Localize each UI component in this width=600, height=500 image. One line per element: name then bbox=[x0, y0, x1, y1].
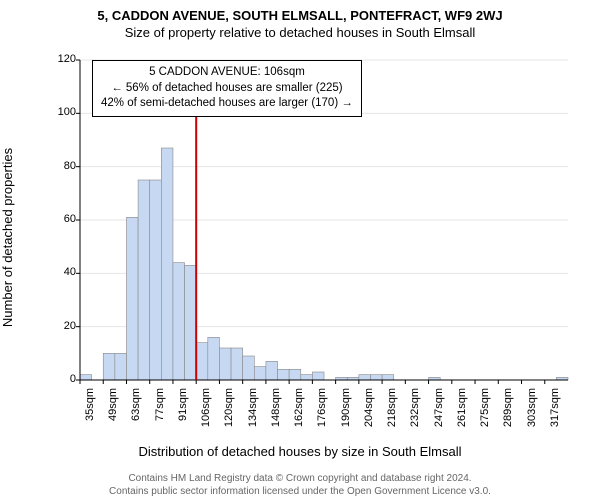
x-tick-label: 63sqm bbox=[130, 388, 142, 438]
x-tick-label: 106sqm bbox=[200, 388, 212, 438]
x-tick-label: 35sqm bbox=[84, 388, 96, 438]
info-box: 5 CADDON AVENUE: 106sqm ← 56% of detache… bbox=[92, 60, 362, 117]
info-line-2: ← 56% of detached houses are smaller (22… bbox=[101, 81, 353, 97]
x-tick-label: 218sqm bbox=[386, 388, 398, 438]
y-axis-label-wrap: Number of detached properties bbox=[0, 0, 20, 500]
chart-title: 5, CADDON AVENUE, SOUTH ELMSALL, PONTEFR… bbox=[0, 0, 600, 23]
chart-container: 5, CADDON AVENUE, SOUTH ELMSALL, PONTEFR… bbox=[0, 0, 600, 500]
x-tick-label: 176sqm bbox=[316, 388, 328, 438]
footer-line-2: Contains public sector information licen… bbox=[0, 486, 600, 499]
info-line-1: 5 CADDON AVENUE: 106sqm bbox=[101, 65, 353, 81]
x-tick-label: 261sqm bbox=[456, 388, 468, 438]
x-tick-label: 204sqm bbox=[363, 388, 375, 438]
x-tick-label: 275sqm bbox=[479, 388, 491, 438]
x-tick-label: 232sqm bbox=[409, 388, 421, 438]
y-tick-label: 100 bbox=[46, 106, 76, 118]
y-tick-label: 60 bbox=[46, 213, 76, 225]
x-tick-label: 77sqm bbox=[154, 388, 166, 438]
x-tick-label: 317sqm bbox=[549, 388, 561, 438]
x-tick-label: 190sqm bbox=[340, 388, 352, 438]
x-axis-label: Distribution of detached houses by size … bbox=[0, 444, 600, 459]
x-tick-label: 120sqm bbox=[223, 388, 235, 438]
x-tick-label: 303sqm bbox=[526, 388, 538, 438]
y-tick-label: 0 bbox=[46, 373, 76, 385]
x-tick-label: 162sqm bbox=[293, 388, 305, 438]
x-tick-label: 49sqm bbox=[107, 388, 119, 438]
chart-subtitle: Size of property relative to detached ho… bbox=[0, 23, 600, 40]
x-tick-label: 134sqm bbox=[247, 388, 259, 438]
x-tick-label: 148sqm bbox=[270, 388, 282, 438]
y-tick-label: 120 bbox=[46, 53, 76, 65]
y-tick-label: 80 bbox=[46, 160, 76, 172]
x-tick-label: 247sqm bbox=[433, 388, 445, 438]
info-line-3: 42% of semi-detached houses are larger (… bbox=[101, 96, 353, 112]
y-axis-label: Number of detached properties bbox=[0, 148, 15, 327]
y-tick-label: 40 bbox=[46, 266, 76, 278]
x-tick-label: 91sqm bbox=[177, 388, 189, 438]
footer: Contains HM Land Registry data © Crown c… bbox=[0, 473, 600, 498]
x-tick-label: 289sqm bbox=[502, 388, 514, 438]
footer-line-1: Contains HM Land Registry data © Crown c… bbox=[0, 473, 600, 486]
y-tick-label: 20 bbox=[46, 320, 76, 332]
